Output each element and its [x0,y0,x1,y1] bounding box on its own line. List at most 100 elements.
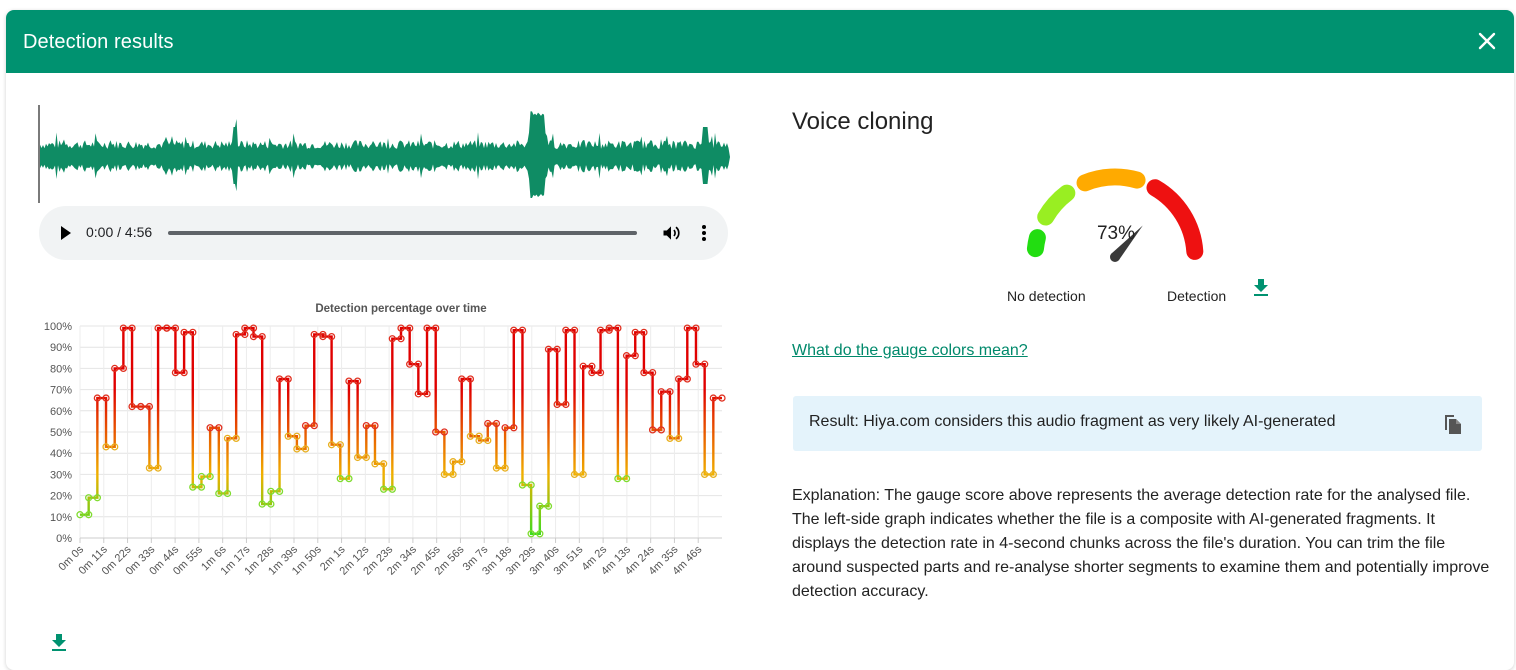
data-point[interactable] [336,474,344,483]
data-point[interactable] [484,419,492,428]
data-point[interactable] [163,324,171,332]
data-point[interactable] [458,375,466,383]
data-point[interactable] [102,443,110,451]
data-point[interactable] [180,368,188,377]
data-point[interactable] [440,428,449,436]
data-point[interactable] [388,335,396,343]
data-point[interactable] [93,394,102,402]
data-point[interactable] [466,375,475,383]
data-point[interactable] [484,436,492,445]
data-point[interactable] [657,426,665,434]
data-point[interactable] [605,324,613,332]
data-point[interactable] [371,460,379,468]
data-point[interactable] [492,419,501,428]
data-point[interactable] [674,375,683,383]
data-point[interactable] [657,388,665,396]
data-point[interactable] [700,360,709,368]
data-point[interactable] [93,494,102,502]
data-point[interactable] [258,500,266,508]
data-point[interactable] [666,434,674,443]
data-point[interactable] [414,390,423,398]
data-point[interactable] [553,345,561,353]
data-point[interactable] [215,489,223,498]
download-icon[interactable] [1252,278,1270,296]
data-point[interactable] [423,324,431,332]
data-point[interactable] [622,352,631,360]
data-point[interactable] [197,472,206,481]
data-point[interactable] [293,445,301,453]
data-point[interactable] [614,324,622,332]
data-point[interactable] [85,494,93,502]
data-point[interactable] [692,360,700,368]
data-point[interactable] [406,360,414,368]
copy-icon[interactable] [1442,413,1462,435]
data-point[interactable] [536,502,544,510]
data-point[interactable] [232,330,240,339]
data-point[interactable] [180,328,188,337]
data-point[interactable] [640,368,648,377]
data-point[interactable] [397,324,405,332]
data-point[interactable] [683,324,691,332]
data-point[interactable] [501,464,509,472]
data-point[interactable] [154,464,162,472]
data-point[interactable] [223,489,232,498]
gauge-colors-link[interactable]: What do the gauge colors mean? [792,342,1028,359]
data-point[interactable] [562,400,570,409]
data-point[interactable] [379,460,388,468]
data-point[interactable] [76,511,84,519]
data-point[interactable] [518,481,527,489]
data-point[interactable] [275,487,284,496]
data-point[interactable] [640,328,648,337]
data-point[interactable] [406,324,414,332]
data-point[interactable] [648,368,657,377]
data-point[interactable] [475,432,483,440]
play-icon[interactable] [59,225,73,241]
data-point[interactable] [432,324,440,332]
data-point[interactable] [319,330,327,339]
data-point[interactable] [458,458,466,466]
data-point[interactable] [327,332,336,341]
data-point[interactable] [249,332,258,341]
data-point[interactable] [171,368,180,377]
volume-icon[interactable] [661,223,681,243]
close-icon[interactable] [1476,30,1498,52]
data-point[interactable] [197,483,206,491]
data-point[interactable] [267,500,275,508]
data-point[interactable] [154,324,162,332]
data-point[interactable] [284,375,292,383]
data-point[interactable] [206,472,214,481]
data-point[interactable] [466,432,475,440]
data-point[interactable] [85,511,93,519]
data-point[interactable] [544,345,553,353]
data-point[interactable] [449,458,457,466]
data-point[interactable] [275,375,284,383]
data-point[interactable] [588,368,596,377]
data-point[interactable] [128,324,136,332]
data-point[interactable] [570,326,579,334]
data-point[interactable] [319,332,327,341]
data-point[interactable] [397,335,405,343]
data-point[interactable] [232,434,240,443]
data-point[interactable] [249,324,258,332]
data-point[interactable] [206,424,214,432]
data-point[interactable] [345,377,353,385]
data-point[interactable] [362,421,370,430]
data-point[interactable] [709,394,717,402]
data-point[interactable] [310,330,318,339]
data-point[interactable] [189,483,197,491]
data-point[interactable] [293,432,301,440]
data-point[interactable] [492,464,501,472]
data-point[interactable] [145,402,154,411]
data-point[interactable] [379,485,388,493]
data-point[interactable] [258,332,266,341]
data-point[interactable] [310,421,318,430]
data-point[interactable] [570,470,579,479]
data-point[interactable] [631,328,639,337]
data-point[interactable] [544,502,553,510]
data-point[interactable] [536,530,544,538]
data-point[interactable] [510,424,518,432]
data-point[interactable] [215,424,223,432]
data-point[interactable] [345,474,353,483]
data-point[interactable] [475,436,483,445]
data-point[interactable] [700,470,709,479]
